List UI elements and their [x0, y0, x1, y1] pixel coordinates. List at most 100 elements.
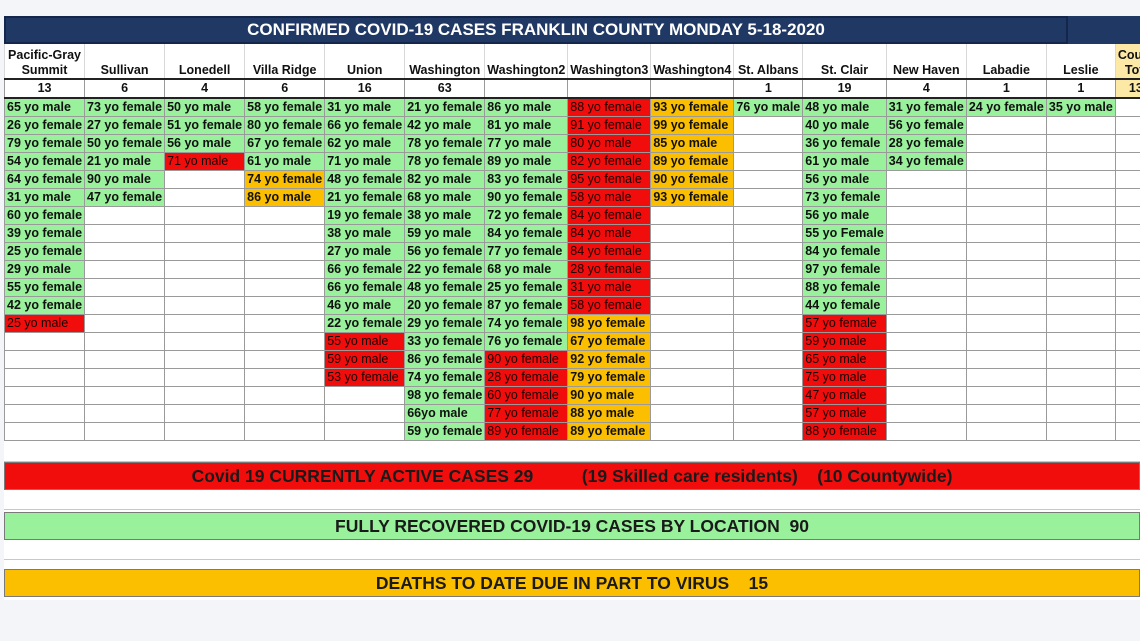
- case-cell[interactable]: 90 yo male: [567, 386, 652, 405]
- case-cell[interactable]: [84, 368, 166, 387]
- case-cell[interactable]: 93 yo female: [650, 97, 735, 117]
- case-cell[interactable]: [965, 116, 1047, 135]
- case-cell[interactable]: [1045, 152, 1116, 171]
- case-cell[interactable]: [965, 170, 1047, 189]
- case-cell[interactable]: [965, 332, 1047, 351]
- case-cell[interactable]: 89 yo female: [567, 422, 652, 441]
- case-cell[interactable]: 73 yo female: [84, 97, 166, 117]
- case-cell[interactable]: 27 yo female: [84, 116, 166, 135]
- case-cell[interactable]: 93 yo female: [650, 188, 735, 207]
- case-cell[interactable]: [733, 296, 804, 315]
- case-cell[interactable]: [1045, 332, 1116, 351]
- case-cell[interactable]: 91 yo female: [567, 116, 652, 135]
- case-cell[interactable]: [885, 224, 967, 243]
- case-cell[interactable]: [84, 332, 166, 351]
- case-cell[interactable]: 83 yo female: [484, 170, 569, 189]
- case-cell[interactable]: [164, 260, 246, 279]
- case-cell[interactable]: 74 yo female: [244, 170, 326, 189]
- case-cell[interactable]: [3, 350, 86, 369]
- case-cell[interactable]: 54 yo female: [3, 152, 86, 171]
- case-cell[interactable]: [733, 386, 804, 405]
- case-cell[interactable]: 46 yo male: [324, 296, 406, 315]
- case-cell[interactable]: 28 yo female: [885, 134, 967, 153]
- case-cell[interactable]: [164, 242, 246, 261]
- row-total-cell[interactable]: 0: [1114, 170, 1140, 189]
- case-cell[interactable]: 98 yo female: [567, 314, 652, 333]
- case-cell[interactable]: [965, 206, 1047, 225]
- case-cell[interactable]: [650, 206, 735, 225]
- case-cell[interactable]: [733, 278, 804, 297]
- case-cell[interactable]: [164, 206, 246, 225]
- case-cell[interactable]: [733, 368, 804, 387]
- case-cell[interactable]: 65 yo male: [802, 350, 887, 369]
- case-cell[interactable]: [733, 314, 804, 333]
- case-cell[interactable]: 40 yo male: [802, 116, 887, 135]
- case-cell[interactable]: [733, 224, 804, 243]
- case-cell[interactable]: [650, 296, 735, 315]
- case-cell[interactable]: [3, 332, 86, 351]
- case-cell[interactable]: [84, 242, 166, 261]
- case-cell[interactable]: 21 yo male: [84, 152, 166, 171]
- case-cell[interactable]: [84, 386, 166, 405]
- row-total-cell[interactable]: 0: [1114, 134, 1140, 153]
- case-cell[interactable]: 88 yo female: [567, 97, 652, 117]
- case-cell[interactable]: 80 yo male: [567, 134, 652, 153]
- case-cell[interactable]: 77 yo female: [484, 242, 569, 261]
- case-cell[interactable]: [1045, 368, 1116, 387]
- case-cell[interactable]: 58 yo male: [567, 188, 652, 207]
- case-cell[interactable]: 68 yo male: [404, 188, 486, 207]
- row-total-cell[interactable]: 0: [1114, 224, 1140, 243]
- case-cell[interactable]: [244, 242, 326, 261]
- case-cell[interactable]: [164, 386, 246, 405]
- case-cell[interactable]: [885, 368, 967, 387]
- case-cell[interactable]: [885, 260, 967, 279]
- case-cell[interactable]: 84 yo female: [567, 206, 652, 225]
- case-cell[interactable]: 56 yo female: [885, 116, 967, 135]
- row-total-cell[interactable]: 0: [1114, 116, 1140, 135]
- case-cell[interactable]: 36 yo female: [802, 134, 887, 153]
- case-cell[interactable]: [3, 368, 86, 387]
- case-cell[interactable]: 39 yo female: [3, 224, 86, 243]
- case-cell[interactable]: [1045, 242, 1116, 261]
- case-cell[interactable]: 66 yo female: [324, 260, 406, 279]
- case-cell[interactable]: [244, 404, 326, 423]
- case-cell[interactable]: 74 yo female: [404, 368, 486, 387]
- case-cell[interactable]: 72 yo female: [484, 206, 569, 225]
- case-cell[interactable]: [965, 188, 1047, 207]
- case-cell[interactable]: 31 yo male: [567, 278, 652, 297]
- case-cell[interactable]: [885, 404, 967, 423]
- case-cell[interactable]: 58 yo female: [567, 296, 652, 315]
- case-cell[interactable]: [324, 386, 406, 405]
- case-cell[interactable]: [650, 314, 735, 333]
- case-cell[interactable]: 28 yo female: [484, 368, 569, 387]
- case-cell[interactable]: [84, 206, 166, 225]
- case-cell[interactable]: 48 yo male: [802, 97, 887, 117]
- case-cell[interactable]: 31 yo male: [3, 188, 86, 207]
- case-cell[interactable]: 84 yo female: [484, 224, 569, 243]
- case-cell[interactable]: [3, 386, 86, 405]
- case-cell[interactable]: 55 yo Female: [802, 224, 887, 243]
- case-cell[interactable]: [84, 404, 166, 423]
- case-cell[interactable]: [965, 152, 1047, 171]
- case-cell[interactable]: 50 yo male: [164, 97, 246, 117]
- case-cell[interactable]: 29 yo female: [404, 314, 486, 333]
- case-cell[interactable]: 27 yo male: [324, 242, 406, 261]
- case-cell[interactable]: [84, 224, 166, 243]
- case-cell[interactable]: [244, 422, 326, 441]
- case-cell[interactable]: [164, 188, 246, 207]
- case-cell[interactable]: 44 yo female: [802, 296, 887, 315]
- case-cell[interactable]: 86 yo male: [484, 97, 569, 117]
- case-cell[interactable]: [650, 260, 735, 279]
- case-cell[interactable]: 89 yo female: [484, 422, 569, 441]
- case-cell[interactable]: [885, 278, 967, 297]
- case-cell[interactable]: 98 yo female: [404, 386, 486, 405]
- case-cell[interactable]: [164, 368, 246, 387]
- case-cell[interactable]: [650, 224, 735, 243]
- case-cell[interactable]: [885, 188, 967, 207]
- case-cell[interactable]: [3, 404, 86, 423]
- case-cell[interactable]: 34 yo female: [885, 152, 967, 171]
- case-cell[interactable]: 50 yo female: [84, 134, 166, 153]
- row-total-cell[interactable]: 0: [1114, 332, 1140, 351]
- case-cell[interactable]: [650, 350, 735, 369]
- case-cell[interactable]: 56 yo male: [164, 134, 246, 153]
